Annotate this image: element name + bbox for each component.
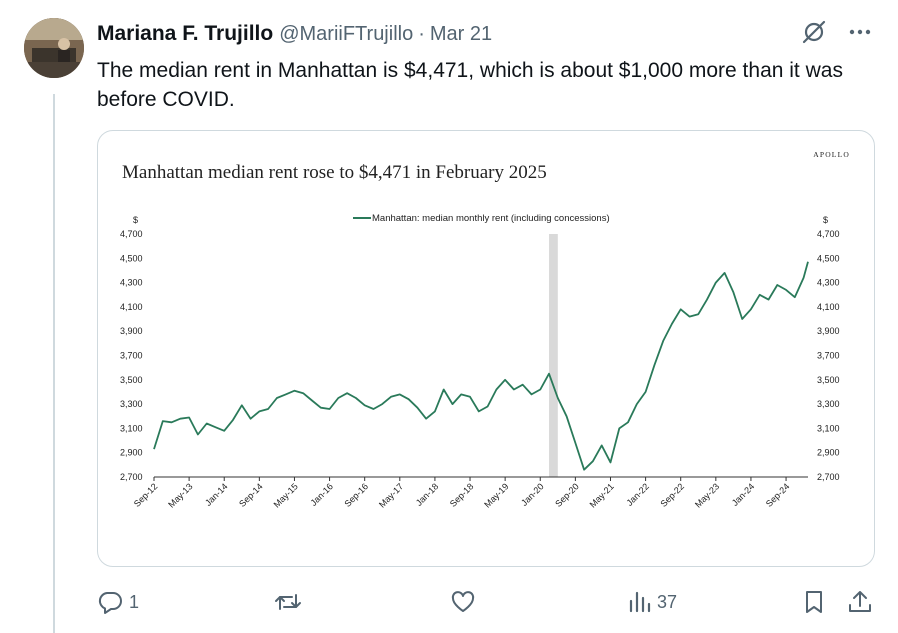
tweet-header: Mariana F. Trujillo @MariiFTrujillo · Ma… [97, 20, 492, 48]
x-tick-label: Jan-14 [203, 481, 230, 508]
y-tick-label-right: 3,500 [817, 375, 840, 385]
y-tick-label-left: 3,100 [120, 423, 143, 433]
y-tick-label-right: 3,300 [817, 399, 840, 409]
like-button[interactable] [450, 586, 482, 618]
bookmark-button[interactable] [802, 586, 826, 618]
y-tick-label-left: 3,700 [120, 351, 143, 361]
x-tick-label: Jan-18 [414, 481, 441, 508]
series-line-manhattan [153, 261, 809, 471]
retweet-button[interactable] [274, 586, 308, 618]
y-tick-label-right: 2,700 [817, 472, 840, 482]
y-tick-label-right: 4,100 [817, 302, 840, 312]
x-tick-label: May-15 [272, 481, 300, 509]
reply-icon [98, 592, 122, 614]
reply-count: 1 [129, 591, 140, 612]
y-tick-label-left: 4,100 [120, 302, 143, 312]
grok-icon[interactable] [800, 18, 828, 46]
x-tick-label: Sep-12 [132, 481, 160, 509]
y-tick-label-left: 4,700 [120, 229, 143, 239]
y-tick-label-right: 3,100 [817, 423, 840, 433]
covid-shaded-period [549, 234, 558, 477]
y-tick-label-left: 4,300 [120, 278, 143, 288]
tweet-top-icons [800, 18, 874, 46]
y-tick-label-left: 4,500 [120, 253, 143, 263]
x-tick-label: May-17 [377, 481, 405, 509]
author-name[interactable]: Mariana F. Trujillo [97, 22, 274, 45]
avatar[interactable] [24, 18, 84, 78]
share-icon [849, 591, 871, 612]
chart-brand: APOLLO [813, 150, 850, 159]
y-tick-label-left: 3,500 [120, 375, 143, 385]
x-tick-label: Jan-22 [624, 481, 651, 508]
y-tick-label-right: 3,700 [817, 351, 840, 361]
x-tick-label: May-19 [482, 481, 510, 509]
y-tick-label-right: 4,500 [817, 253, 840, 263]
views-button[interactable]: 37 [627, 586, 677, 618]
y-axis-unit-left: $ [133, 215, 138, 225]
x-tick-label: Sep-24 [764, 481, 792, 509]
y-axis-unit-right: $ [823, 215, 828, 225]
covid-shaded-bar [549, 234, 558, 477]
chart-svg: Manhattan median rent rose to $4,471 in … [120, 150, 850, 510]
chart-series [153, 261, 809, 471]
x-tick-label: May-13 [166, 481, 194, 509]
x-tick-label: May-23 [693, 481, 721, 509]
x-tick-label: Sep-20 [553, 481, 581, 509]
legend-label: Manhattan: median monthly rent (includin… [372, 213, 610, 224]
avatar-image [24, 18, 84, 78]
x-tick-label: Sep-16 [342, 481, 370, 509]
tweet-actions: 1 37 [97, 586, 877, 618]
x-axis: Sep-12 May-13 Jan-14 Sep-14 May-15 Jan-16 Sep-… [132, 476, 808, 510]
y-tick-label-left: 3,900 [120, 326, 143, 336]
reply-button[interactable]: 1 [97, 586, 139, 618]
share-button[interactable] [847, 586, 873, 618]
y-tick-label-left: 2,900 [120, 448, 143, 458]
y-tick-label-right: 3,900 [817, 326, 840, 336]
y-tick-label-left: 2,700 [120, 472, 143, 482]
tweet-text: The median rent in Manhattan is $4,471, … [97, 59, 843, 111]
x-tick-label: Jan-16 [308, 481, 335, 508]
x-tick-label: May-21 [588, 481, 616, 509]
tweet-media-chart[interactable]: Manhattan median rent rose to $4,471 in … [97, 130, 875, 567]
chart-legend: Manhattan: median monthly rent (includin… [353, 213, 610, 224]
x-tick-label: Sep-14 [237, 481, 265, 509]
separator-dot: · [418, 22, 425, 45]
x-tick-label: Sep-18 [448, 481, 476, 509]
author-handle[interactable]: @MariiFTrujillo [279, 22, 414, 45]
heart-icon [451, 591, 475, 612]
retweet-icon [275, 594, 301, 610]
x-tick-label: Jan-20 [519, 481, 546, 508]
y-tick-label-right: 4,700 [817, 229, 840, 239]
y-tick-label-left: 3,300 [120, 399, 143, 409]
chart-title: Manhattan median rent rose to $4,471 in … [122, 162, 547, 183]
thread-line [53, 94, 55, 633]
y-tick-label-right: 4,300 [817, 278, 840, 288]
y-axis-right: 4,700 4,500 4,300 4,100 3,900 3,700 3,500 3,300… [817, 229, 840, 482]
y-tick-label-right: 2,900 [817, 448, 840, 458]
views-count: 37 [657, 591, 678, 612]
views-icon [629, 591, 651, 613]
x-tick-label: Sep-22 [659, 481, 687, 509]
bookmark-icon [806, 591, 822, 613]
y-axis-left: 4,700 4,500 4,300 4,100 3,900 3,700 3,500 3,300… [120, 229, 143, 482]
more-icon[interactable] [846, 18, 874, 46]
x-tick-label: Jan-24 [730, 481, 757, 508]
tweet-date[interactable]: Mar 21 [429, 22, 493, 45]
